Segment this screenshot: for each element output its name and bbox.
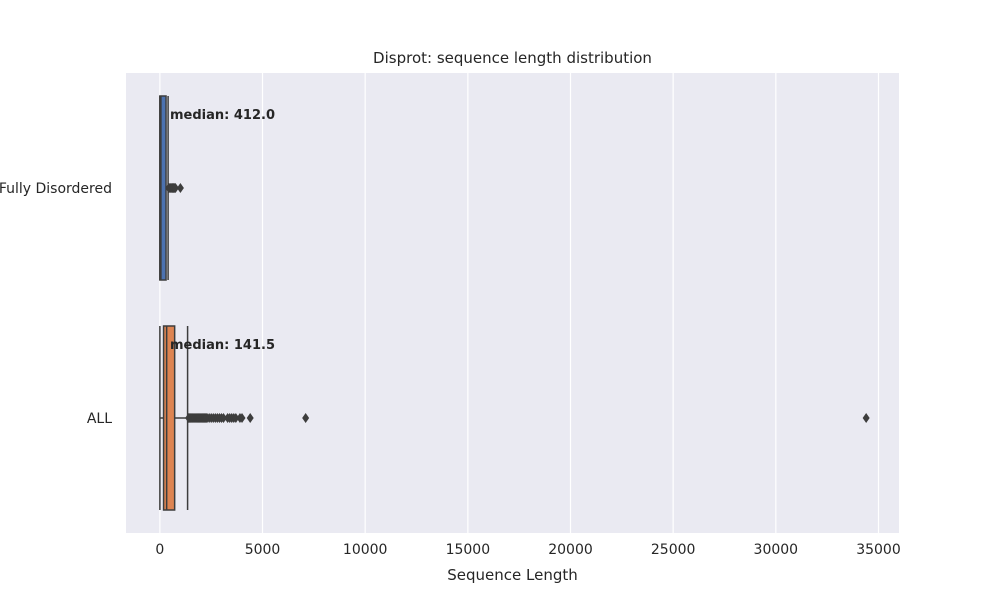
y-axis-ticks: Fully Disordered ALL	[0, 181, 112, 427]
outlier-point	[220, 413, 228, 423]
plot-background	[126, 73, 899, 533]
outlier-point	[232, 413, 240, 423]
annotations: median: 412.0 median: 141.5	[170, 108, 275, 353]
x-tick-label: 35000	[856, 542, 901, 558]
x-tick-label: 30000	[754, 542, 799, 558]
y-tick-label: ALL	[87, 411, 112, 427]
median-annotation: median: 412.0	[170, 108, 275, 123]
outlier-point	[246, 413, 254, 423]
chart-title: Disprot: sequence length distribution	[373, 49, 652, 67]
x-tick-label: 25000	[651, 542, 696, 558]
x-axis-label: Sequence Length	[447, 566, 578, 584]
x-tick-label: 20000	[548, 542, 593, 558]
box-series	[159, 95, 870, 511]
box-all	[159, 325, 870, 511]
box-iqr	[162, 325, 176, 511]
y-tick-label: Fully Disordered	[0, 181, 112, 197]
x-axis-ticks: 0 5000 10000 15000 20000 25000 30000 35000	[155, 542, 900, 558]
outlier-point	[176, 183, 184, 193]
outlier-point	[862, 413, 870, 423]
outlier-point	[302, 413, 310, 423]
x-tick-label: 5000	[245, 542, 281, 558]
x-tick-label: 15000	[446, 542, 491, 558]
outlier-point	[171, 183, 179, 193]
median-annotation: median: 141.5	[170, 338, 275, 353]
x-tick-label: 0	[155, 542, 164, 558]
x-tick-label: 10000	[343, 542, 388, 558]
outlier-point	[238, 413, 246, 423]
grid-lines	[159, 73, 880, 533]
box-fully-disordered	[159, 95, 184, 281]
